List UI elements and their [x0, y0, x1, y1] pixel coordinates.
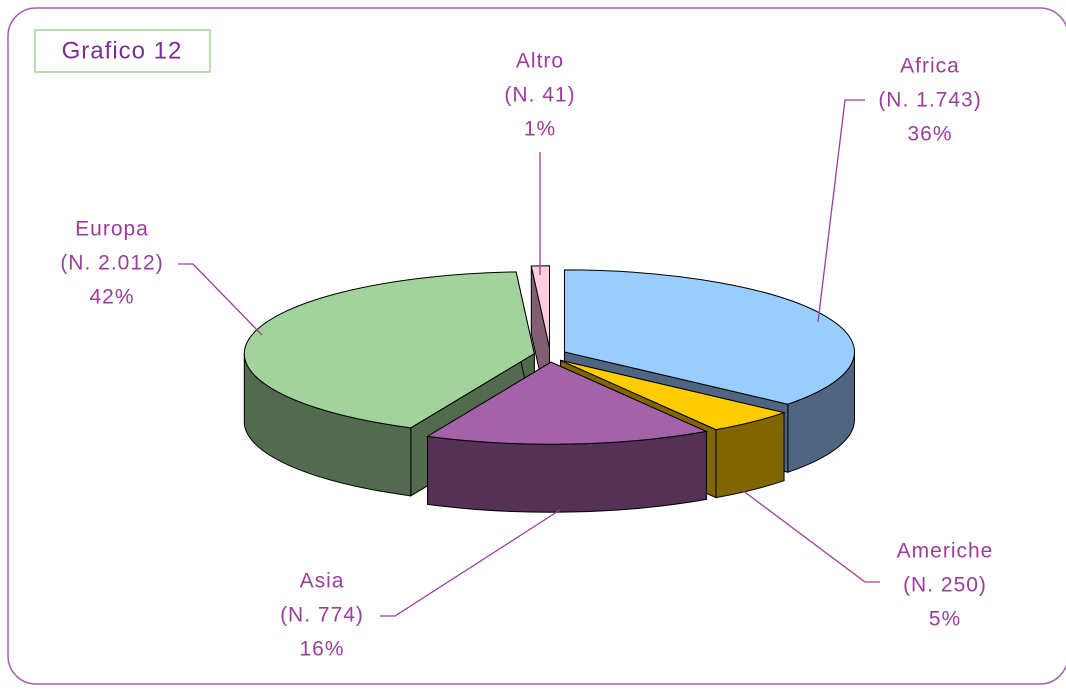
leader-line [178, 263, 263, 336]
slice-top [560, 359, 786, 431]
slice-top [243, 271, 535, 429]
slice-label: Americhe [897, 540, 994, 563]
count-label: (N. 1.743) [878, 89, 981, 112]
slice-top [426, 361, 709, 445]
percent-label: 42% [89, 286, 134, 309]
count-label: (N. 2.012) [60, 252, 163, 275]
count-label: (N. 250) [903, 574, 987, 597]
slice-top [563, 269, 855, 405]
percent-label: 36% [907, 123, 952, 146]
count-label: (N. 41) [504, 84, 575, 107]
leader-line [817, 99, 865, 323]
leader-line [380, 509, 561, 617]
pie [243, 265, 855, 513]
slice-label: Altro [516, 50, 564, 73]
count-label: (N. 774) [280, 604, 364, 627]
slice-label: Africa [900, 55, 960, 78]
percent-label: 5% [929, 608, 961, 631]
title-box [34, 29, 211, 73]
slice-label: Europa [75, 218, 149, 241]
labels: Africa (N. 1.743) 36% Americhe (N. 250) 5% Asi… [60, 50, 994, 661]
percent-label: 1% [524, 118, 556, 141]
percent-label: 16% [299, 638, 344, 661]
slice-label: Asia [300, 570, 345, 593]
chart-title: Grafico 12 [62, 37, 183, 64]
chart-frame [7, 7, 1066, 685]
leader-line [741, 489, 880, 583]
